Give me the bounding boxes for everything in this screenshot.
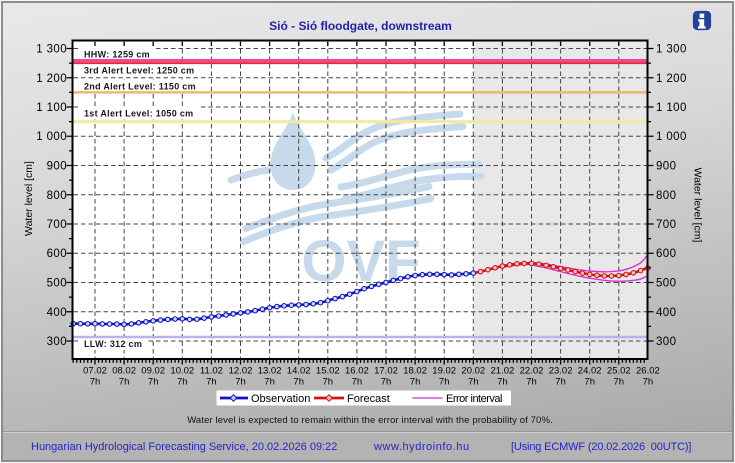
svg-text:11.02: 11.02	[200, 366, 223, 377]
svg-text:7h: 7h	[555, 377, 566, 388]
svg-text:7h: 7h	[468, 377, 479, 388]
svg-text:1 200: 1 200	[36, 73, 67, 85]
svg-text:900: 900	[656, 161, 676, 173]
svg-text:7h: 7h	[177, 377, 188, 388]
svg-text:21.02: 21.02	[491, 366, 515, 377]
svg-text:15.02: 15.02	[316, 366, 340, 377]
svg-text:300: 300	[47, 336, 67, 348]
svg-text:1 100: 1 100	[36, 102, 67, 114]
svg-text:700: 700	[656, 219, 676, 231]
svg-text:19.02: 19.02	[432, 366, 456, 377]
svg-text:7h: 7h	[323, 377, 334, 388]
svg-text:23.02: 23.02	[549, 366, 573, 377]
svg-text:1 100: 1 100	[656, 102, 687, 114]
svg-text:7h: 7h	[410, 377, 421, 388]
svg-text:7h: 7h	[526, 377, 537, 388]
svg-text:24.02: 24.02	[578, 366, 602, 377]
svg-text:OVF: OVF	[301, 229, 420, 294]
svg-text:3rd Alert Level: 1250 cm: 3rd Alert Level: 1250 cm	[84, 66, 194, 76]
svg-text:1 000: 1 000	[656, 131, 687, 143]
svg-text:7h: 7h	[264, 377, 275, 388]
svg-text:900: 900	[47, 161, 67, 173]
svg-text:1 000: 1 000	[36, 131, 67, 143]
svg-text:1st Alert Level: 1050 cm: 1st Alert Level: 1050 cm	[84, 109, 193, 119]
svg-text:14.02: 14.02	[287, 366, 311, 377]
svg-text:7h: 7h	[235, 377, 246, 388]
svg-text:7h: 7h	[614, 377, 625, 388]
svg-text:26.02: 26.02	[636, 366, 660, 377]
svg-text:09.02: 09.02	[141, 366, 165, 377]
svg-text:2nd Alert Level: 1150 cm: 2nd Alert Level: 1150 cm	[84, 82, 196, 92]
svg-text:7h: 7h	[439, 377, 450, 388]
svg-text:400: 400	[47, 307, 67, 319]
svg-text:17.02: 17.02	[374, 366, 398, 377]
svg-text:600: 600	[656, 248, 676, 260]
svg-text:16.02: 16.02	[345, 366, 369, 377]
svg-text:1 300: 1 300	[656, 44, 687, 56]
svg-text:700: 700	[47, 219, 67, 231]
svg-text:7h: 7h	[381, 377, 392, 388]
svg-text:08.02: 08.02	[112, 366, 136, 377]
svg-text:12.02: 12.02	[229, 366, 253, 377]
svg-text:Water level [cm]: Water level [cm]	[23, 161, 35, 236]
svg-text:7h: 7h	[293, 377, 304, 388]
svg-text:500: 500	[656, 278, 676, 290]
svg-text:Observation: Observation	[251, 393, 310, 405]
svg-text:7h: 7h	[148, 377, 159, 388]
svg-text:1 200: 1 200	[656, 73, 687, 85]
svg-text:Water level [cm]: Water level [cm]	[692, 168, 704, 243]
svg-text:7h: 7h	[90, 377, 101, 388]
svg-text:7h: 7h	[497, 377, 508, 388]
svg-text:Water level is expected to rem: Water level is expected to remain within…	[187, 415, 553, 426]
svg-text:HHW: 1259 cm: HHW: 1259 cm	[84, 50, 150, 60]
svg-text:7h: 7h	[643, 377, 654, 388]
svg-text:10.02: 10.02	[170, 366, 194, 377]
svg-text:500: 500	[47, 278, 67, 290]
svg-text:7h: 7h	[584, 377, 595, 388]
svg-text:400: 400	[656, 307, 676, 319]
svg-text:Forecast: Forecast	[347, 393, 390, 405]
svg-text:13.02: 13.02	[258, 366, 282, 377]
svg-text:800: 800	[47, 190, 67, 202]
svg-text:7h: 7h	[352, 377, 363, 388]
svg-text:7h: 7h	[119, 377, 130, 388]
svg-text:7h: 7h	[206, 377, 217, 388]
svg-text:600: 600	[47, 248, 67, 260]
svg-text:20.02: 20.02	[461, 366, 485, 377]
svg-text:07.02: 07.02	[83, 366, 107, 377]
svg-text:18.02: 18.02	[403, 366, 427, 377]
svg-text:800: 800	[656, 190, 676, 202]
svg-text:22.02: 22.02	[520, 366, 544, 377]
svg-text:300: 300	[656, 336, 676, 348]
svg-text:Error interval: Error interval	[446, 393, 502, 405]
svg-text:1 300: 1 300	[36, 44, 67, 56]
svg-text:LLW: 312 cm: LLW: 312 cm	[84, 339, 142, 349]
svg-text:25.02: 25.02	[607, 366, 631, 377]
